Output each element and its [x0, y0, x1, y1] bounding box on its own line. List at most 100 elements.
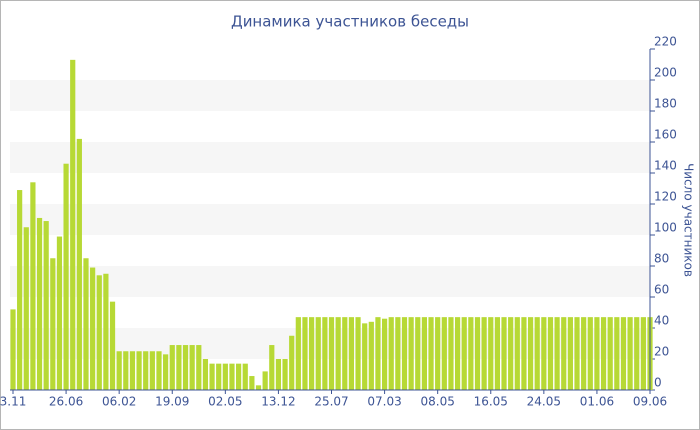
grid-band: [10, 80, 650, 111]
bar: [143, 351, 149, 390]
grid-band: [10, 142, 650, 173]
y-tick-label: 220: [654, 35, 677, 49]
bar: [375, 317, 381, 390]
bar: [541, 317, 547, 390]
bar: [481, 317, 487, 390]
y-tick-label: 0: [654, 376, 662, 390]
bar: [96, 275, 102, 390]
bar: [448, 317, 454, 390]
bar: [123, 351, 129, 390]
x-tick-label: 02.05: [208, 395, 242, 409]
bar: [249, 376, 255, 390]
bar: [508, 317, 514, 390]
bar: [50, 258, 56, 390]
bar: [474, 317, 481, 390]
x-tick-label: 13.12: [261, 395, 295, 409]
x-tick-label: 07.03: [367, 395, 401, 409]
bar: [169, 345, 175, 390]
bar: [149, 351, 155, 390]
bar: [242, 363, 248, 390]
bar: [421, 317, 428, 390]
bar: [302, 317, 308, 390]
bar: [129, 351, 136, 390]
bar: [189, 345, 195, 390]
bar: [574, 317, 580, 390]
x-tick-label: 26.06: [49, 395, 83, 409]
bar: [534, 317, 540, 390]
bar: [581, 317, 587, 390]
bar: [116, 351, 122, 390]
bar: [163, 354, 169, 390]
bar: [76, 138, 82, 390]
bar: [196, 345, 202, 390]
bar: [269, 345, 275, 390]
bar: [109, 301, 116, 390]
bar: [620, 317, 627, 390]
bar: [83, 258, 89, 390]
bar: [63, 163, 69, 390]
bar: [441, 317, 447, 390]
bar: [17, 190, 23, 390]
x-tick-label: 16.05: [474, 395, 508, 409]
bar: [70, 59, 76, 390]
x-tick-label: 09.06: [633, 395, 667, 409]
bar: [362, 323, 368, 390]
bar: [282, 359, 288, 390]
bar: [136, 351, 142, 390]
bar: [209, 363, 215, 390]
bar: [461, 317, 467, 390]
bar: [527, 317, 534, 390]
bar: [348, 317, 355, 390]
bar: [103, 273, 109, 390]
bar: [514, 317, 520, 390]
bar: [289, 335, 295, 390]
bar: [229, 363, 235, 390]
bar: [156, 351, 162, 390]
bar: [368, 321, 374, 390]
bar: [295, 317, 301, 390]
bar: [600, 317, 607, 390]
y-tick-label: 180: [654, 97, 677, 111]
bar: [521, 317, 527, 390]
bar: [202, 359, 209, 390]
bar: [607, 317, 613, 390]
bar: [255, 385, 262, 390]
bar: [401, 317, 408, 390]
bar: [322, 317, 328, 390]
bar: [222, 363, 228, 390]
grid-band: [10, 266, 650, 297]
y-tick-label: 200: [654, 66, 677, 80]
bar: [355, 317, 361, 390]
bar: [454, 317, 461, 390]
bar: [10, 309, 16, 390]
bar: [309, 317, 315, 390]
bar: [182, 345, 189, 390]
bar: [23, 227, 29, 390]
bar: [547, 317, 554, 390]
bar: [614, 317, 620, 390]
bar: [36, 217, 43, 390]
bar: [627, 317, 633, 390]
x-tick-label: 08.05: [420, 395, 454, 409]
y-tick-label: 80: [654, 252, 669, 266]
bar: [275, 359, 282, 390]
bar: [554, 317, 560, 390]
chart-title: Динамика участников беседы: [231, 13, 469, 31]
bar: [43, 221, 49, 390]
x-tick-label: 01.06: [580, 395, 614, 409]
x-tick-label: 19.09: [155, 395, 189, 409]
bar: [640, 317, 646, 390]
bar: [395, 317, 401, 390]
bar: [56, 236, 63, 390]
bar: [328, 317, 335, 390]
bar: [30, 182, 36, 390]
bar: [494, 317, 500, 390]
bar: [176, 345, 182, 390]
bar: [381, 318, 388, 390]
bar: [388, 317, 394, 390]
y-tick-label: 120: [654, 190, 677, 204]
x-tick-label: 06.02: [102, 395, 136, 409]
bar: [488, 317, 494, 390]
y-tick-label: 100: [654, 221, 677, 235]
